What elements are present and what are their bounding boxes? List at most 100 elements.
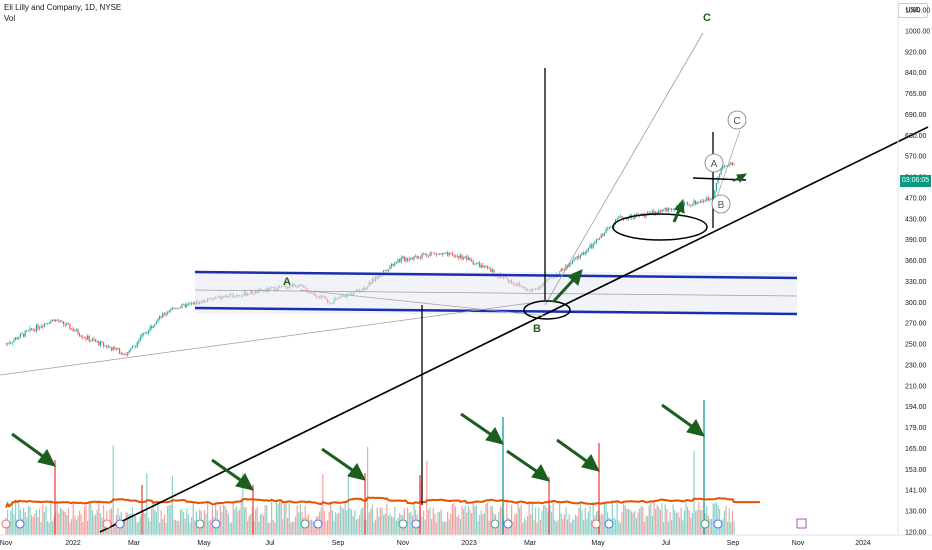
candle-body — [418, 257, 420, 259]
volume-bar — [184, 518, 186, 535]
volume-bar — [522, 522, 524, 535]
volume-bar — [651, 515, 653, 535]
volume-bar — [658, 507, 660, 535]
candle-body — [469, 257, 471, 261]
candle-body — [485, 265, 487, 267]
volume-bar — [632, 512, 634, 535]
volume-bar — [343, 508, 345, 535]
volume-bar — [712, 503, 714, 535]
volume-bar — [370, 508, 372, 535]
volume-bar — [99, 513, 101, 535]
candle-body — [125, 354, 127, 355]
candle-body — [725, 165, 727, 167]
price-axis[interactable]: 1080.00 1000.00 920.00 840.00 765.00 690.00 63… — [905, 8, 930, 537]
candle-body — [683, 203, 685, 206]
volume-bar — [31, 515, 33, 535]
volume-bar — [285, 502, 287, 535]
candle-body — [573, 258, 575, 261]
candle-body — [47, 323, 49, 324]
volume-bar — [328, 512, 330, 535]
candle-body — [154, 324, 156, 326]
volume-bar — [63, 510, 65, 535]
volume-bar — [242, 472, 244, 535]
volume-bar — [151, 508, 153, 535]
volume-bar — [501, 507, 503, 535]
price-tick-label: 141.00 — [905, 488, 927, 495]
time-axis[interactable]: Nov 2022 Mar May Jul Sep Nov 2023 Mar May Jul Sep No… — [0, 540, 871, 547]
volume-bar — [293, 521, 295, 535]
volume-bar — [186, 508, 188, 535]
candle-body — [397, 259, 399, 263]
volume-bar — [376, 507, 378, 535]
candle-body — [621, 216, 623, 220]
candle-body — [37, 324, 39, 329]
volume-bar — [133, 514, 135, 535]
candle-body — [159, 316, 161, 320]
candle-body — [661, 210, 663, 213]
volume-bar — [602, 514, 604, 535]
event-markers — [1, 518, 807, 529]
volume-bar — [565, 507, 567, 535]
volume-bar — [669, 512, 671, 535]
candle-body — [717, 177, 719, 183]
volume-bar — [299, 504, 301, 535]
candle-body — [56, 319, 58, 321]
candle-body — [584, 252, 586, 255]
volume-bar — [727, 521, 729, 535]
candle-body — [669, 208, 671, 209]
volume-bar — [549, 505, 551, 535]
label-circled-c: C — [733, 116, 740, 127]
volume-bar — [552, 502, 554, 535]
candle-body — [402, 256, 404, 258]
volume-bars — [5, 400, 735, 535]
candle-body — [387, 269, 389, 272]
volume-bar — [469, 509, 471, 535]
volume-bar — [499, 506, 501, 535]
candle-body — [74, 331, 76, 332]
volume-bar — [619, 522, 621, 535]
label-c: C — [703, 12, 711, 24]
candle-body — [184, 304, 186, 308]
volume-bar — [167, 506, 169, 535]
volume-bar — [136, 522, 138, 535]
volume-bar — [231, 522, 233, 535]
volume-bar — [248, 515, 250, 535]
candle-body — [562, 268, 564, 271]
candle-body — [82, 336, 84, 338]
candle-body — [463, 258, 465, 260]
time-tick-label: Jul — [266, 540, 275, 547]
volume-bar — [587, 511, 589, 535]
volume-bar — [474, 505, 476, 535]
volume-bar — [229, 522, 231, 535]
candle-body — [27, 330, 29, 331]
volume-bar — [453, 502, 455, 535]
candle-body — [730, 162, 732, 165]
candle-body — [395, 262, 397, 264]
candle-body — [410, 257, 412, 260]
circle-c — [727, 110, 747, 130]
volume-bar — [80, 514, 82, 535]
price-tick-label: 630.00 — [905, 133, 927, 140]
candle-body — [42, 326, 44, 327]
volume-bar — [386, 504, 388, 535]
volume-bar — [138, 521, 140, 535]
volume-bar — [447, 512, 449, 535]
candle-body — [104, 345, 106, 347]
candle-body — [709, 199, 711, 200]
volume-bar — [290, 522, 292, 535]
candle-body — [189, 303, 191, 305]
candle-body — [165, 313, 167, 315]
candle-body — [615, 219, 617, 225]
candle-body — [130, 348, 132, 351]
candle-body — [589, 244, 591, 249]
candle-body — [151, 326, 153, 328]
volume-bar — [327, 520, 329, 535]
candle-body — [71, 328, 73, 330]
candle-body — [448, 253, 450, 256]
volume-bar — [408, 512, 410, 535]
volume-bar — [685, 502, 687, 535]
candle-body — [600, 234, 602, 238]
candle-body — [439, 253, 441, 255]
price-tick-label: 165.00 — [905, 446, 927, 453]
